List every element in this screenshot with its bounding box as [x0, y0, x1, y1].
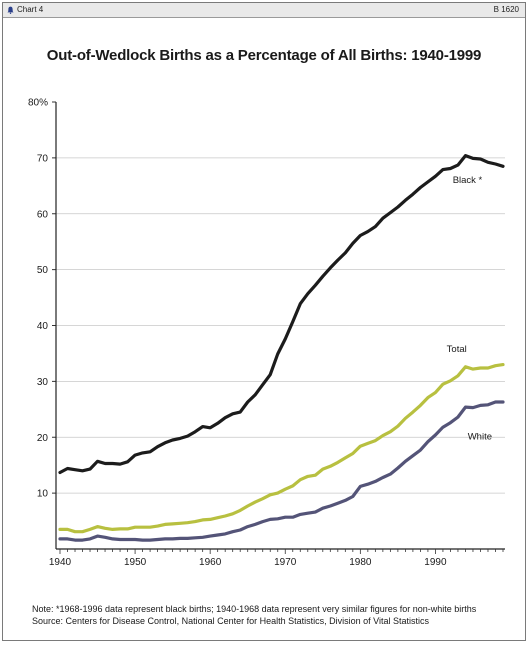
- y-tick-label: 20: [37, 433, 49, 444]
- chart-code: B 1620: [493, 5, 519, 14]
- x-tick-label: 1990: [424, 557, 447, 568]
- y-tick-label: 10: [37, 489, 49, 500]
- x-tick-label: 1950: [124, 557, 147, 568]
- series-line-white: [58, 400, 505, 542]
- series-label-total: Total: [447, 344, 467, 355]
- header-left: Chart 4: [7, 5, 43, 14]
- y-tick-label: 60: [37, 209, 49, 220]
- series-label-white: White: [468, 431, 492, 442]
- x-tick-label: 1940: [49, 557, 72, 568]
- series-line-total: [58, 363, 505, 534]
- line-chart: 10 20 30 40 50 60 70 80% 1940 1950 1960 1970 1980 199…: [28, 98, 505, 568]
- x-tick-label: 1970: [274, 557, 297, 568]
- y-tick-label: 80%: [28, 98, 48, 109]
- chart-window: Chart 4 B 1620 Out-of-Wedlock Births as …: [2, 2, 526, 641]
- chart-title: Out-of-Wedlock Births as a Percentage of…: [46, 47, 482, 64]
- bell-icon: [7, 6, 14, 14]
- x-tick-label: 1980: [349, 557, 372, 568]
- y-tick-label: 40: [37, 321, 49, 332]
- note-text: Note: *1968-1996 data represent black bi…: [32, 604, 477, 614]
- window-header: Chart 4 B 1620: [3, 3, 525, 18]
- series-line-black: [58, 154, 505, 475]
- y-tick-label: 50: [37, 265, 49, 276]
- y-tick-label: 70: [37, 153, 49, 164]
- source-text: Source: Centers for Disease Control, Nat…: [32, 616, 429, 626]
- series-label-black: Black *: [453, 175, 483, 186]
- y-tick-label: 30: [37, 377, 49, 388]
- chart-notes: Note: *1968-1996 data represent black bi…: [32, 603, 476, 627]
- chart-label: Chart 4: [17, 5, 44, 14]
- x-tick-label: 1960: [199, 557, 222, 568]
